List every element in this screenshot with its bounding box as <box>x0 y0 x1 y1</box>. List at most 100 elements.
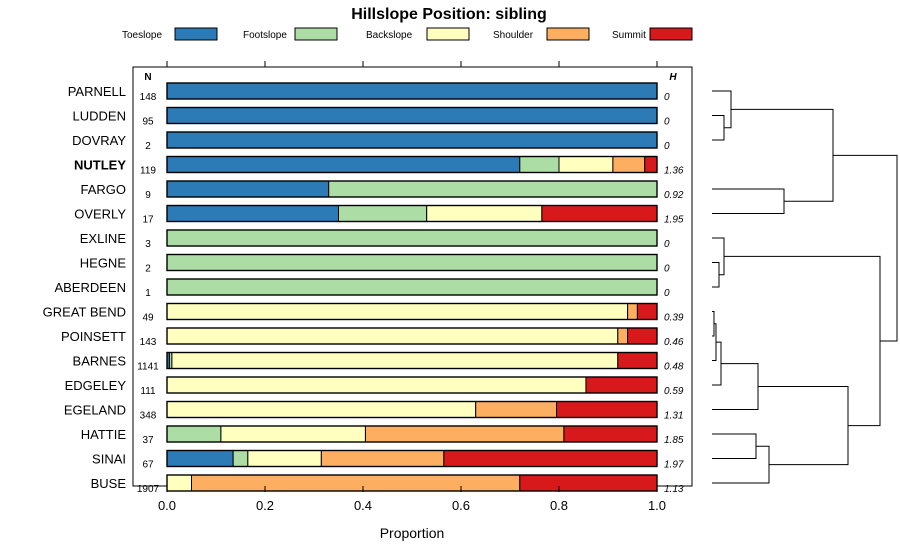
x-tick-label: 0.2 <box>256 498 274 513</box>
bar-segment-footslope <box>232 450 249 467</box>
dendrogram-branch <box>712 262 720 288</box>
dendrogram-branch <box>712 188 785 214</box>
bar-segment-backslope <box>166 401 477 418</box>
dendrogram-branch <box>731 108 834 202</box>
bar-outline <box>166 155 658 174</box>
series-label: LUDDEN <box>73 109 126 124</box>
bar-outline <box>166 106 658 125</box>
series-label: BARNES <box>73 354 127 369</box>
legend-label-shoulder: Shoulder <box>493 30 534 41</box>
series-label: NUTLEY <box>74 158 126 173</box>
bar-outline <box>166 131 658 149</box>
count-column-header: N <box>144 72 151 83</box>
bar-row-sinai: SINAI 67 1.97 <box>92 449 684 471</box>
bar-segment-toeslope <box>166 205 339 222</box>
entropy-label: 1.36 <box>664 166 684 177</box>
dendrogram-branch <box>758 386 849 466</box>
bar-outline <box>166 351 658 370</box>
series-label: FARGO <box>80 182 126 197</box>
legend-swatch-shoulder <box>546 27 590 41</box>
bar-segment-backslope <box>247 450 322 467</box>
series-label: DOVRAY <box>72 133 126 148</box>
bar-segment-backslope <box>166 327 619 345</box>
series-label: EDGELEY <box>65 378 127 393</box>
bar-outline <box>166 253 658 272</box>
bar-row-edgeley: EDGELEY 111 0.59 <box>65 376 684 397</box>
dendrogram-branch <box>712 311 715 337</box>
entropy-label: 0 <box>664 117 670 128</box>
entropy-label: 0 <box>664 264 670 275</box>
bar-segment-summit <box>443 450 658 467</box>
bar-outline <box>166 82 658 100</box>
bar-segment-backslope <box>166 474 192 492</box>
bar-segment-shoulder <box>191 474 521 492</box>
bar-outline <box>166 327 658 345</box>
bar-row-overly: OVERLY 17 1.95 <box>74 204 684 226</box>
bar-segment-footslope <box>519 156 560 173</box>
bar-segment-summit <box>563 425 658 443</box>
bar-row-dovray: DOVRAY 2 0 <box>72 131 670 152</box>
count-label: 148 <box>140 92 157 103</box>
count-label: 95 <box>142 117 154 128</box>
series-label: EXLINE <box>80 231 127 246</box>
bar-row-aberdeen: ABERDEEN 1 0 <box>54 278 670 299</box>
legend-label-toeslope: Toeslope <box>122 30 162 41</box>
bar-segment-toeslope <box>166 156 521 173</box>
count-label: 1907 <box>137 484 160 495</box>
series-label: GREAT BEND <box>43 305 126 320</box>
bar-segment-footslope <box>166 278 658 296</box>
entropy-label: 1.85 <box>664 435 684 446</box>
bar-segment-footslope <box>166 425 222 443</box>
bar-row-parnell: PARNELL 148 0 <box>68 82 670 103</box>
entropy-label: 0 <box>664 92 670 103</box>
bar-segment-shoulder <box>364 425 565 443</box>
legend-label-footslope: Footslope <box>243 30 287 41</box>
count-label: 2 <box>145 141 151 152</box>
bar-segment-summit <box>585 376 658 394</box>
series-label: PARNELL <box>68 84 126 99</box>
dendrogram-branch <box>724 255 881 427</box>
plot-frame <box>132 66 693 487</box>
bar-outline <box>166 474 658 492</box>
bar-segment-summit <box>519 474 658 492</box>
bar-outline <box>166 229 658 247</box>
series-label: BUSE <box>91 476 127 491</box>
bar-row-great-bend: GREAT BEND 49 0.39 <box>43 302 684 324</box>
dendrogram-branch <box>712 237 725 276</box>
count-label: 143 <box>140 337 157 348</box>
count-label: 9 <box>145 190 151 201</box>
series-label: SINAI <box>92 452 126 467</box>
count-label: 119 <box>140 166 156 177</box>
bar-segment-footslope <box>338 205 428 222</box>
series-label: HEGNE <box>80 256 127 271</box>
entropy-label: 0 <box>664 288 670 299</box>
legend-swatch-summit <box>649 27 693 41</box>
bar-outline <box>166 180 658 198</box>
bar-row-hegne: HEGNE 2 0 <box>80 253 670 275</box>
dendrogram-branch <box>712 363 759 410</box>
bar-segment-footslope <box>166 254 658 271</box>
count-label: 1141 <box>137 362 159 373</box>
bar-row-buse: BUSE 1907 1.13 <box>91 474 684 495</box>
bar-segment-summit <box>636 303 658 320</box>
count-label: 3 <box>145 239 151 250</box>
bar-outline <box>166 278 658 296</box>
count-label: 67 <box>142 460 154 471</box>
bar-row-poinsett: POINSETT 143 0.46 <box>61 327 684 348</box>
bar-segment-summit <box>644 156 658 173</box>
dendrogram-branch <box>712 433 757 459</box>
x-tick-label: 0.8 <box>550 498 568 513</box>
entropy-label: 1.13 <box>664 484 684 495</box>
bar-segment-shoulder <box>617 327 629 345</box>
bar-row-barnes: BARNES 1141 0.48 <box>73 351 684 373</box>
bar-rows: PARNELL 148 0 LUDDEN 95 0 DOVRAY 2 0 NUTLEY 119 1.3… <box>43 82 684 495</box>
bar-segment-shoulder <box>475 401 558 418</box>
bar-segment-toeslope <box>166 131 658 149</box>
series-label: OVERLY <box>74 207 126 222</box>
count-label: 37 <box>142 435 154 446</box>
series-label: HATTIE <box>81 427 127 442</box>
entropy-label: 0.39 <box>664 313 684 324</box>
series-label: EGELAND <box>64 403 126 418</box>
entropy-label: 0.48 <box>664 362 684 373</box>
